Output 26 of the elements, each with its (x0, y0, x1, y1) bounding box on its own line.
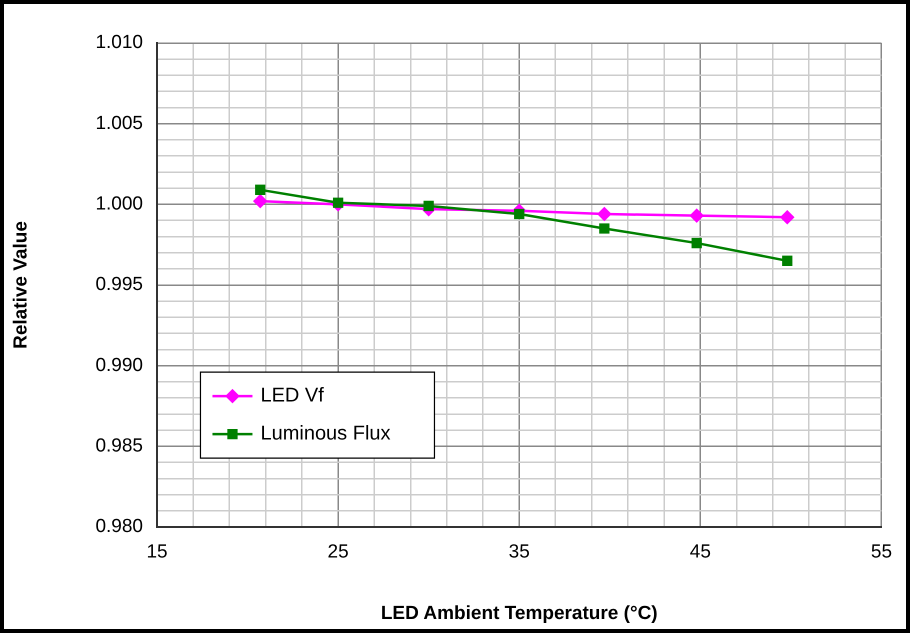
point (424, 200, 434, 212)
x-tick-label: 35 (508, 542, 530, 563)
point (780, 210, 794, 224)
point (690, 208, 704, 222)
point (598, 207, 612, 221)
point (253, 194, 267, 208)
x-tick-label: 15 (146, 542, 168, 563)
legend-label: Luminous Flux (260, 422, 391, 445)
x-tick-label: 25 (328, 542, 349, 563)
point (514, 208, 524, 220)
legend-label: LED Vf (260, 384, 324, 407)
y-tick-label: 1.000 (95, 194, 143, 215)
y-tick-label: 0.990 (95, 354, 143, 376)
x-axis-title: LED Ambient Temperature (°C) (380, 602, 658, 624)
y-tick-label: 0.980 (95, 516, 143, 538)
y-tick-label: 1.005 (95, 112, 143, 134)
point (255, 184, 266, 195)
y-tick-label: 0.985 (95, 436, 143, 457)
y-tick-label: 0.995 (95, 274, 143, 296)
y-axis-title: Relative Value (10, 221, 32, 349)
y-tick-label: 1.010 (95, 32, 143, 54)
point (782, 256, 792, 266)
x-tick-label: 55 (870, 542, 892, 563)
x-tick-label: 45 (690, 542, 711, 563)
point (599, 223, 610, 234)
point (692, 238, 702, 248)
